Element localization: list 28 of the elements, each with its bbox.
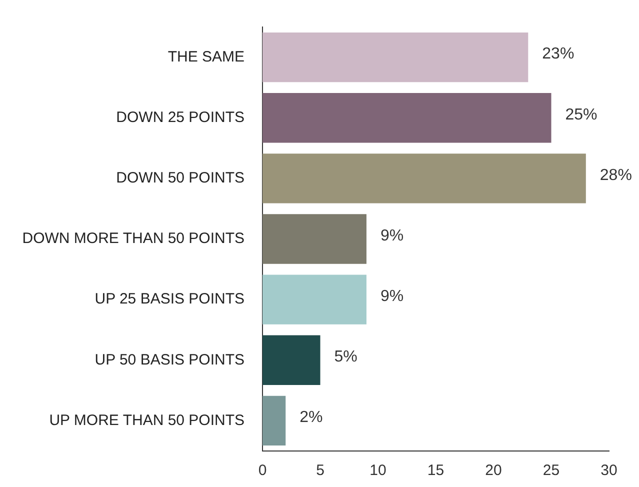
x-tick-label: 25 — [542, 462, 560, 480]
data-label: 2% — [300, 409, 323, 426]
data-label: 9% — [380, 227, 404, 244]
y-tick-label: DOWN 25 POINTS — [116, 109, 245, 126]
x-tick-label: 30 — [600, 462, 618, 480]
y-tick-label: THE SAME — [168, 48, 245, 66]
data-label: 25% — [565, 106, 598, 124]
x-tick-label: 5 — [316, 462, 324, 480]
bar — [262, 32, 528, 82]
y-tick-label: UP 25 BASIS POINTS — [94, 290, 245, 308]
bar — [262, 93, 552, 143]
data-label: 28% — [600, 166, 632, 184]
bar — [262, 214, 366, 264]
bar — [262, 396, 286, 446]
x-tick-label: 15 — [427, 462, 444, 480]
y-tick-label: DOWN 50 POINTS — [116, 170, 245, 187]
x-tick-label: 0 — [258, 462, 267, 480]
data-label: 23% — [542, 46, 574, 63]
y-tick-label: UP MORE THAN 50 POINTS — [49, 412, 245, 429]
x-tick-label: 20 — [485, 462, 502, 480]
data-label: 9% — [380, 288, 404, 305]
x-tick-label: 10 — [370, 462, 386, 480]
bar — [262, 335, 320, 385]
data-label: 5% — [334, 348, 358, 366]
y-tick-label: DOWN MORE THAN 50 POINTS — [22, 230, 245, 248]
bar — [262, 274, 366, 324]
bar — [262, 154, 586, 204]
y-tick-label: UP 50 BASIS POINTS — [94, 351, 245, 368]
